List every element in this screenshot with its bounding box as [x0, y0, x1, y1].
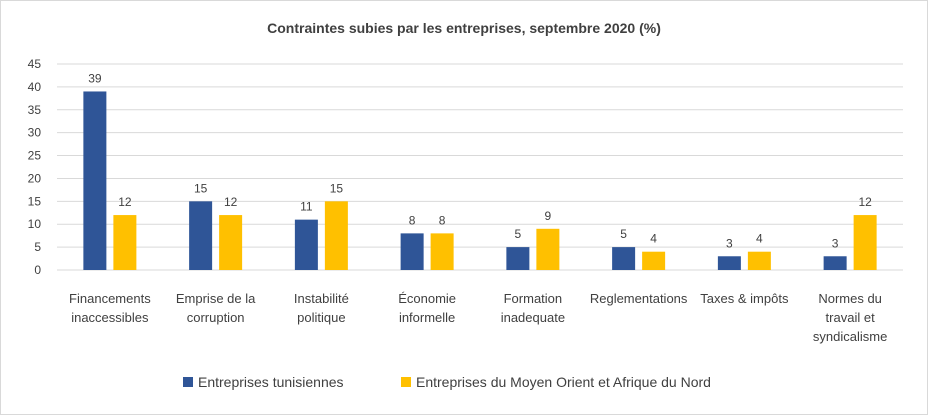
category-labels: Financements inaccessibles Emprise de la co…	[69, 291, 887, 344]
bar-mena-5	[642, 251, 666, 270]
chart-title: Contraintes subies par les entreprises, …	[267, 20, 661, 36]
bar-mena-7	[853, 215, 877, 270]
data-label: 4	[650, 232, 657, 246]
bar-mena-0	[113, 215, 137, 270]
category-label: Taxes & impôts	[700, 291, 789, 306]
y-tick-label: 45	[28, 57, 42, 71]
bar-mena-2	[324, 201, 348, 270]
y-tick-label: 0	[34, 263, 41, 277]
category-label: Reglementations	[590, 291, 688, 306]
category-label: Normes du	[818, 291, 882, 306]
bar-tunisia-5	[612, 247, 636, 270]
y-tick-label: 5	[34, 240, 41, 254]
data-label: 5	[515, 227, 522, 241]
category-label: corruption	[187, 310, 245, 325]
data-label: 11	[300, 200, 313, 214]
category-label: informelle	[399, 310, 455, 325]
category-label: inaccessibles	[71, 310, 149, 325]
y-tick-label: 15	[28, 194, 42, 208]
legend-label-1: Entreprises du Moyen Orient et Afrique d…	[416, 374, 711, 390]
bars	[83, 91, 877, 270]
y-tick-label: 35	[28, 103, 42, 117]
bar-mena-3	[430, 233, 454, 270]
data-label: 12	[118, 195, 132, 209]
y-axis-ticks: 0 5 10 15 20 25 30 35 40 45	[28, 57, 42, 277]
category-label: politique	[297, 310, 345, 325]
bar-tunisia-1	[189, 201, 213, 270]
data-label: 8	[409, 213, 416, 227]
category-label: Économie	[398, 291, 456, 306]
data-label: 15	[330, 181, 344, 195]
gridlines	[57, 63, 903, 271]
data-label: 5	[620, 227, 627, 241]
data-label: 9	[545, 209, 552, 223]
y-tick-label: 10	[28, 217, 42, 231]
data-label: 15	[194, 181, 208, 195]
data-label: 3	[726, 236, 733, 250]
bar-mena-4	[536, 228, 560, 270]
bar-mena-1	[219, 215, 243, 270]
data-label: 8	[439, 213, 446, 227]
y-tick-label: 30	[28, 126, 42, 140]
bar-tunisia-4	[506, 247, 530, 270]
bar-tunisia-0	[83, 91, 107, 270]
bar-tunisia-6	[717, 256, 741, 270]
bar-mena-6	[747, 251, 771, 270]
category-label: Formation	[504, 291, 563, 306]
bar-tunisia-3	[400, 233, 424, 270]
bar-tunisia-2	[294, 219, 318, 270]
bar-tunisia-7	[823, 256, 847, 270]
legend-label-0: Entreprises tunisiennes	[198, 374, 344, 390]
legend-swatch-0	[183, 377, 193, 387]
data-label: 39	[88, 71, 102, 85]
category-label: Instabilité	[294, 291, 349, 306]
legend: Entreprises tunisiennes Entreprises du Mo…	[183, 374, 711, 390]
y-tick-label: 20	[28, 171, 42, 185]
data-labels: 39 12 15 12 11 15 8 8 5 9 5 4 3 4 3 12	[88, 71, 872, 250]
legend-swatch-1	[401, 377, 411, 387]
category-label: syndicalisme	[813, 329, 887, 344]
category-label: Emprise de la	[176, 291, 256, 306]
category-label: inadequate	[501, 310, 565, 325]
data-label: 12	[224, 195, 238, 209]
category-label: Financements	[69, 291, 151, 306]
category-label: travail et	[826, 310, 876, 325]
data-label: 3	[832, 236, 839, 250]
data-label: 4	[756, 232, 763, 246]
data-label: 12	[858, 195, 872, 209]
y-tick-label: 40	[28, 80, 42, 94]
y-tick-label: 25	[28, 149, 42, 163]
